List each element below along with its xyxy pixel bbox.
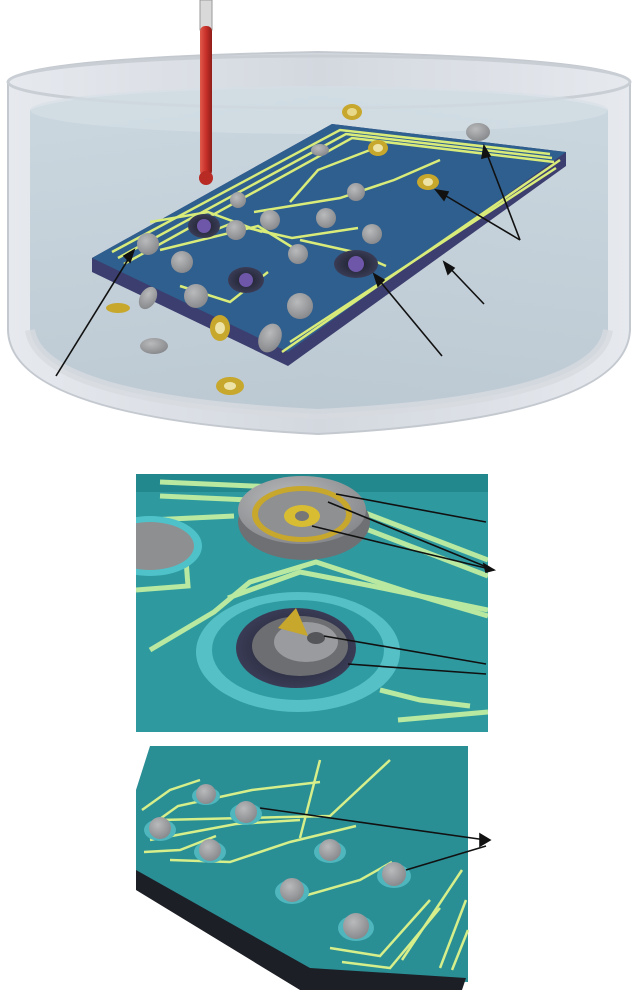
closeup-leader-lines [311, 493, 497, 675]
tank-substrate [92, 124, 566, 366]
thermometer [199, 0, 213, 185]
tank-panel [6, 0, 632, 436]
floating-discs [106, 104, 490, 395]
tank-wells [137, 183, 382, 319]
water-surface [30, 86, 608, 134]
tank-bottom-rim [25, 328, 613, 420]
array-panel [136, 746, 492, 990]
closeup-panel [136, 474, 497, 732]
array-traces [141, 759, 470, 971]
array-leader-lines [259, 807, 492, 871]
array-wells [144, 784, 411, 941]
tank-leader-lines [55, 143, 521, 377]
closeup-disc [238, 476, 370, 560]
